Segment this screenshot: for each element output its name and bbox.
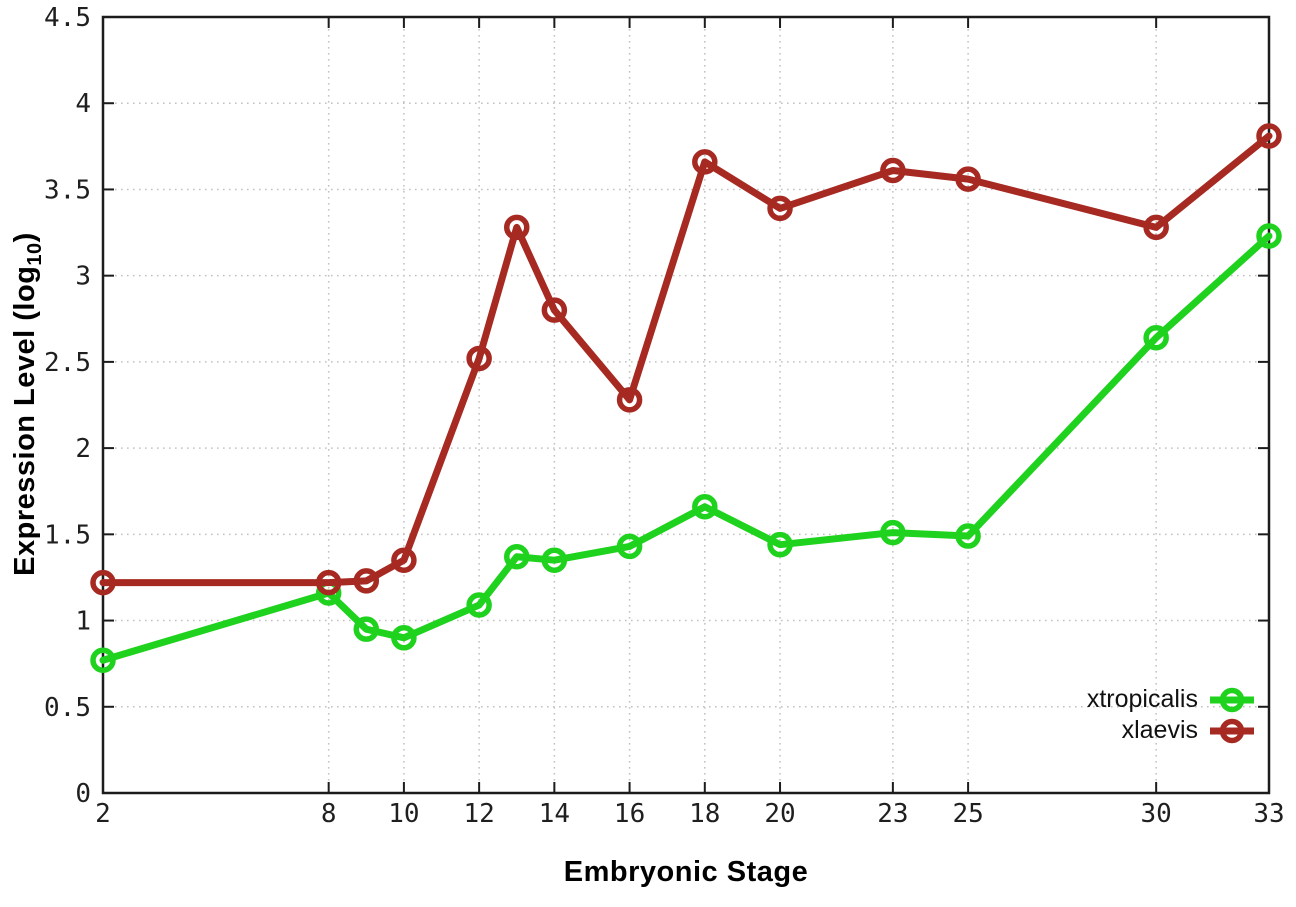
data-point-xlaevis-13 (503, 214, 530, 241)
x-tick-label-23: 23 (877, 799, 908, 829)
legend-label-xtropicalis: xtropicalis (1086, 685, 1198, 713)
data-point-xtropicalis-16 (616, 533, 643, 560)
data-point-xtropicalis-12 (466, 592, 492, 618)
x-tick-label-30: 30 (1141, 799, 1172, 829)
y-axis-title-close: ) (9, 232, 42, 243)
y-tick-label-3.5: 3.5 (44, 175, 91, 205)
x-tick-label-2: 2 (95, 799, 111, 829)
data-point-xtropicalis-25 (955, 523, 981, 549)
x-tick-label-18: 18 (689, 799, 720, 829)
x-tick-label-10: 10 (388, 799, 419, 829)
data-point-xlaevis-23 (880, 157, 906, 184)
data-point-xtropicalis-10 (391, 625, 417, 651)
legend: xtropicalis xlaevis (1087, 684, 1256, 746)
data-point-xtropicalis-18 (692, 493, 718, 520)
data-point-xtropicalis-2 (90, 647, 116, 673)
data-point-xtropicalis-14 (541, 547, 568, 573)
x-tick-label-14: 14 (539, 799, 570, 829)
y-tick-label-1: 1 (75, 607, 91, 637)
y-tick-label-3: 3 (75, 262, 91, 292)
data-point-xlaevis-12 (466, 345, 492, 372)
data-point-xlaevis-9 (353, 568, 380, 594)
data-point-xlaevis-33 (1256, 123, 1282, 149)
data-point-xtropicalis-33 (1256, 223, 1282, 249)
y-tick-label-0: 0 (75, 779, 91, 809)
data-point-xtropicalis-13 (503, 544, 530, 570)
x-axis-title: Embryonic Stage (563, 856, 809, 888)
data-point-xlaevis-30 (1143, 214, 1169, 241)
y-axis-title-subscript: 10 (23, 242, 46, 266)
data-point-xlaevis-10 (391, 547, 417, 573)
y-tick-label-2: 2 (75, 434, 91, 464)
x-tick-label-16: 16 (614, 799, 645, 829)
data-point-xlaevis-25 (955, 166, 981, 192)
y-axis-title: Expression Level (log10) (9, 232, 47, 576)
data-point-xlaevis-14 (541, 297, 568, 323)
x-tick-label-12: 12 (463, 799, 494, 829)
legend-marker-xtropicalis-icon (1210, 687, 1254, 712)
y-axis-title-text: Expression Level (log (9, 265, 42, 576)
data-point-xtropicalis-30 (1143, 324, 1169, 351)
data-point-xlaevis-16 (616, 387, 643, 413)
y-tick-label-0.5: 0.5 (44, 693, 91, 723)
data-point-xlaevis-20 (767, 195, 793, 222)
data-point-xtropicalis-23 (880, 519, 906, 546)
y-tick-label-4.5: 4.5 (44, 3, 91, 33)
data-point-xtropicalis-9 (353, 616, 380, 642)
plot-border (101, 15, 1271, 795)
x-tick-label-33: 33 (1253, 799, 1284, 829)
y-tick-label-4: 4 (75, 89, 91, 119)
data-point-xlaevis-18 (692, 149, 718, 175)
legend-entry-xlaevis: xlaevis (1087, 715, 1256, 746)
data-point-xtropicalis-20 (767, 531, 793, 558)
y-tick-label-2.5: 2.5 (44, 348, 91, 378)
x-tick-label-20: 20 (764, 799, 795, 829)
x-tick-label-25: 25 (952, 799, 983, 829)
data-point-xlaevis-2 (90, 569, 116, 596)
legend-label-xlaevis: xlaevis (1121, 716, 1198, 744)
data-point-xlaevis-8 (315, 569, 342, 596)
x-tick-label-8: 8 (321, 799, 337, 829)
legend-marker-xlaevis-icon (1210, 718, 1254, 743)
y-tick-label-1.5: 1.5 (44, 520, 91, 550)
legend-entry-xtropicalis: xtropicalis (1087, 684, 1256, 715)
